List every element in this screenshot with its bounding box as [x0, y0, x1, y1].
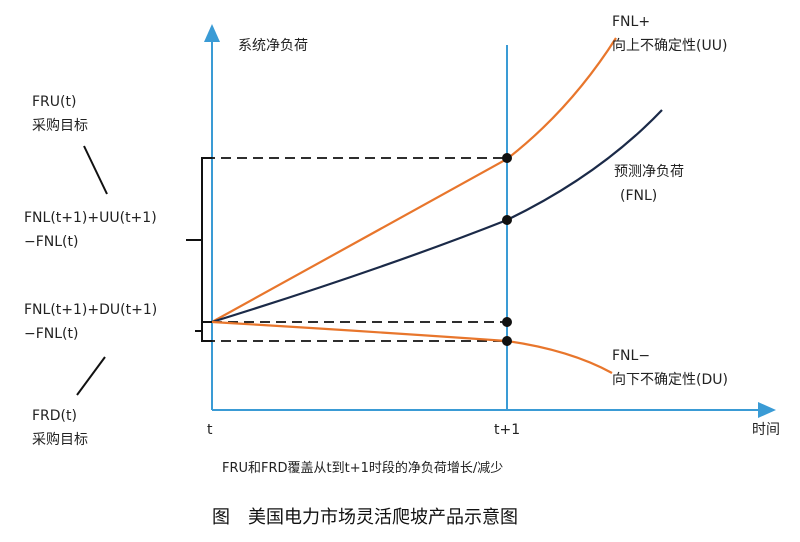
upper-curve-label-2: 向上不确定性(UU) [612, 38, 727, 54]
y-axis-label: 系统净负荷 [238, 38, 308, 54]
upper-uncertainty-curve [211, 37, 617, 323]
forecast-curve-label-1: 预测净负荷 [614, 164, 684, 180]
forecast-curve-label-2: (FNL) [620, 188, 657, 204]
fru-bracket [201, 157, 212, 323]
forecast-point [502, 215, 512, 225]
down-expr-label-2: −FNL(t) [24, 326, 78, 342]
lower-uncertainty-curve [211, 320, 613, 374]
frd-bracket [201, 321, 212, 342]
lower-point [502, 336, 512, 346]
x-tick-t: t [207, 422, 213, 438]
forecast-net-load-curve [211, 109, 663, 324]
caption: FRU和FRD覆盖从t到t+1时段的净负荷增长/减少 [222, 460, 503, 476]
frd-label-1: FRD(t) [32, 408, 77, 424]
x-axis-label: 时间 [752, 422, 780, 438]
fru-label-1: FRU(t) [32, 94, 76, 110]
frd-label-2: 采购目标 [32, 432, 88, 448]
down-expr-label-1: FNL(t+1)+DU(t+1) [24, 302, 157, 318]
lower-curve-label-1: FNL− [612, 348, 650, 364]
fru-label-2: 采购目标 [32, 118, 88, 134]
x-tick-t-plus-1: t+1 [494, 422, 520, 438]
figure-title: 图 美国电力市场灵活爬坡产品示意图 [212, 507, 518, 528]
origin-point [502, 317, 512, 327]
upper-curve-label-1: FNL+ [612, 14, 650, 30]
fru-pointer-line [83, 145, 108, 195]
up-expr-label-1: FNL(t+1)+UU(t+1) [24, 210, 157, 226]
up-expr-label-2: −FNL(t) [24, 234, 78, 250]
frd-pointer-line [76, 356, 106, 396]
lower-curve-label-2: 向下不确定性(DU) [612, 372, 728, 388]
upper-point [502, 153, 512, 163]
